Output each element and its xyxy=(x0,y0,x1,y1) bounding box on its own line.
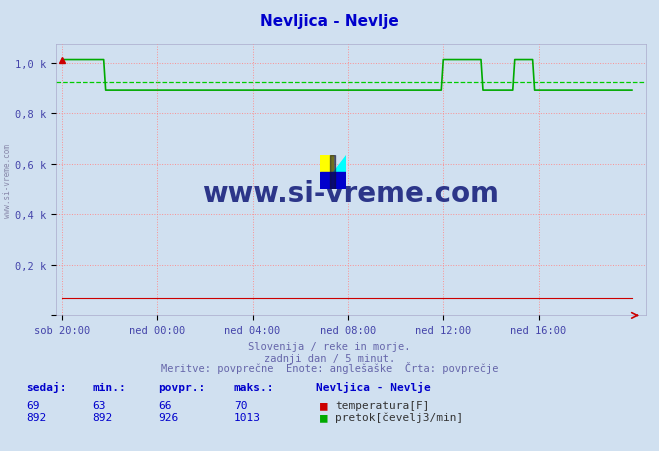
Text: 926: 926 xyxy=(158,412,179,422)
Text: min.:: min.: xyxy=(92,382,126,392)
Text: 70: 70 xyxy=(234,400,247,410)
Text: 1013: 1013 xyxy=(234,412,261,422)
Text: ■: ■ xyxy=(320,410,328,423)
Text: www.si-vreme.com: www.si-vreme.com xyxy=(3,143,13,217)
Text: www.si-vreme.com: www.si-vreme.com xyxy=(202,180,500,208)
Text: 892: 892 xyxy=(92,412,113,422)
Polygon shape xyxy=(330,156,335,189)
Bar xyxy=(320,156,333,172)
Text: zadnji dan / 5 minut.: zadnji dan / 5 minut. xyxy=(264,353,395,363)
Text: 69: 69 xyxy=(26,400,40,410)
Polygon shape xyxy=(333,156,346,172)
Bar xyxy=(320,172,346,189)
Text: Slovenija / reke in morje.: Slovenija / reke in morje. xyxy=(248,341,411,351)
Text: Meritve: povprečne  Enote: anglešaške  Črta: povprečje: Meritve: povprečne Enote: anglešaške Črt… xyxy=(161,361,498,373)
Text: ■: ■ xyxy=(320,398,328,411)
Text: Nevljica - Nevlje: Nevljica - Nevlje xyxy=(316,381,431,392)
Text: sedaj:: sedaj: xyxy=(26,381,67,392)
Text: 66: 66 xyxy=(158,400,171,410)
Text: 892: 892 xyxy=(26,412,47,422)
Text: 63: 63 xyxy=(92,400,105,410)
Text: povpr.:: povpr.: xyxy=(158,382,206,392)
Text: temperatura[F]: temperatura[F] xyxy=(335,400,429,410)
Text: pretok[čevelj3/min]: pretok[čevelj3/min] xyxy=(335,412,463,422)
Text: Nevljica - Nevlje: Nevljica - Nevlje xyxy=(260,14,399,29)
Text: maks.:: maks.: xyxy=(234,382,274,392)
